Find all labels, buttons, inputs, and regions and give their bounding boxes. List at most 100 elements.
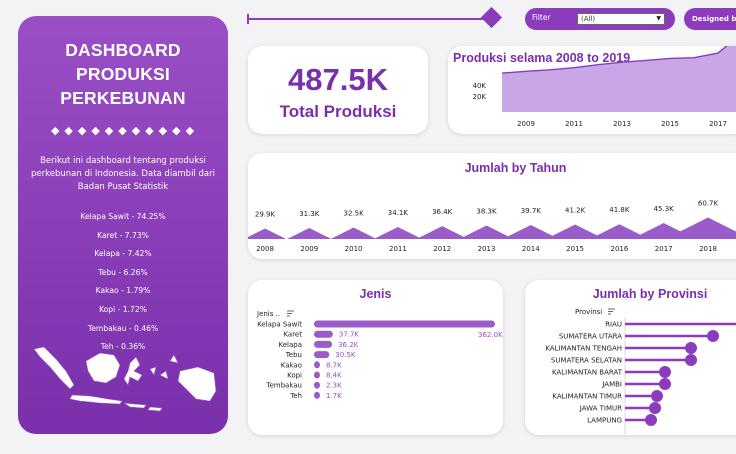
jenis-header: Jenis .. <box>256 310 280 318</box>
provinsi-label: JAWA TIMUR <box>579 405 622 413</box>
trend-x-tick: 2017 <box>709 120 727 128</box>
sidebar-description: Berikut ini dashboard tentang produksi p… <box>31 156 215 192</box>
jenis-category-label: Karet <box>283 331 302 339</box>
share-item: Kopi - 1.72% <box>99 304 147 314</box>
share-item: Kakao - 1.79% <box>95 286 151 296</box>
trend-line <box>501 46 728 74</box>
diamond-divider: ◆◆◆◆◆◆◆◆◆◆◆ <box>50 124 200 137</box>
jenis-bar[interactable] <box>314 371 320 379</box>
year-triangle[interactable] <box>373 226 422 239</box>
provinsi-label: KALIMANTAN TENGAH <box>545 345 622 353</box>
jenis-value-label: 1.7K <box>326 392 342 400</box>
jenis-value-label: 2.3K <box>326 382 342 390</box>
jenis-category-label: Kelapa <box>278 341 302 349</box>
provinsi-dot[interactable] <box>645 414 657 426</box>
provinsi-label: KALIMANTAN TIMUR <box>552 393 622 401</box>
jenis-value-label: 36.2K <box>338 341 359 349</box>
provinsi-dot[interactable] <box>685 354 697 366</box>
kpi-value: 487.5K <box>288 62 388 97</box>
provinsi-title: Jumlah by Provinsi <box>592 287 708 301</box>
provinsi-dot[interactable] <box>649 402 661 414</box>
jenis-value-label: 8.4K <box>326 372 342 380</box>
year-triangle[interactable] <box>502 224 559 239</box>
provinsi-label: RIAU <box>605 321 622 329</box>
year-triangle[interactable] <box>330 227 377 239</box>
share-item: Tebu - 6.26% <box>98 267 148 277</box>
year-triangle[interactable] <box>416 226 468 239</box>
year-value-label: 41.8K <box>609 206 630 214</box>
jenis-category-label: Kakao <box>281 361 302 369</box>
year-tick-label: 2011 <box>389 245 407 253</box>
sidebar-panel: DASHBOARD PRODUKSI PERKEBUNAN ◆◆◆◆◆◆◆◆◆◆… <box>18 16 228 434</box>
year-triangle[interactable] <box>287 227 332 239</box>
provinsi-label: JAMBI <box>601 381 622 389</box>
indonesia-map-icon <box>33 346 217 412</box>
provinsi-dot[interactable] <box>707 330 719 342</box>
jenis-bar[interactable] <box>314 391 320 399</box>
kpi-card: 487.5K Total Produksi <box>248 46 428 134</box>
trend-area <box>502 46 736 112</box>
year-tick-label: 2008 <box>256 245 274 253</box>
filter-dropdown[interactable]: (All) ▼ <box>577 13 665 25</box>
year-triangle[interactable] <box>589 224 649 239</box>
year-triangle[interactable] <box>545 224 605 239</box>
filter-selected-value: (All) <box>581 15 596 23</box>
year-value-label: 41.2K <box>565 206 586 214</box>
year-value-label: 32.5K <box>344 210 365 218</box>
year-tick-label: 2014 <box>522 245 540 253</box>
year-value-label: 31.3K <box>299 210 320 218</box>
year-value-label: 39.7K <box>521 207 542 215</box>
jenis-chart: Jenis .. Kelapa Sawit 362.0K Karet 37.7K Kel… <box>256 310 503 400</box>
trend-x-tick: 2009 <box>517 120 535 128</box>
trend-x-tick: 2013 <box>613 120 631 128</box>
provinsi-dot[interactable] <box>659 366 671 378</box>
year-tick-label: 2018 <box>699 245 717 253</box>
year-triangle[interactable] <box>248 228 287 239</box>
yearly-title: Jumlah by Tahun <box>464 161 567 175</box>
sidebar-title-line2: PERKEBUNAN <box>60 88 186 108</box>
share-item: Teh - 0.36% <box>100 342 146 352</box>
jenis-bar[interactable] <box>314 330 333 338</box>
sort-icon[interactable] <box>287 310 294 317</box>
year-value-label: 60.7K <box>698 200 719 208</box>
jenis-category-label: Tembakau <box>265 382 302 390</box>
year-triangle[interactable] <box>665 217 736 239</box>
provinsi-label: SUMATERA SELATAN <box>551 357 622 365</box>
jenis-category-label: Tebu <box>285 351 302 359</box>
year-tick-label: 2017 <box>655 245 673 253</box>
year-triangle[interactable] <box>459 225 514 239</box>
jenis-bar[interactable] <box>314 351 330 359</box>
provinsi-dot[interactable] <box>659 378 671 390</box>
jenis-bar[interactable] <box>314 340 333 348</box>
share-item: Karet - 7.73% <box>97 230 149 240</box>
share-item: Kelapa - 7.42% <box>94 249 152 259</box>
provinsi-dot[interactable] <box>685 342 697 354</box>
jenis-value-label: 30.5K <box>335 351 356 359</box>
jenis-value-label: 8.7K <box>326 361 342 369</box>
jenis-category-label: Kopi <box>287 372 302 380</box>
year-tick-label: 2016 <box>610 245 628 253</box>
year-value-label: 38.3K <box>476 207 497 215</box>
provinsi-chart: Provinsi RIAU SUMATERA UTARA KALIMANTAN TE… <box>545 308 736 435</box>
trend-chart: 40K 20K 2009 2011 2013 2015 2017 <box>473 46 736 128</box>
jenis-bar[interactable] <box>314 381 320 389</box>
jenis-bar[interactable] <box>314 320 495 328</box>
year-value-label: 45.3K <box>654 205 675 213</box>
designed-by-button[interactable]: Designed by <box>684 8 736 30</box>
sidebar-title-line1: DASHBOARD PRODUKSI <box>65 40 181 84</box>
trend-title: Produksi selama 2008 to 2019 <box>453 51 631 65</box>
sidebar-title: DASHBOARD PRODUKSI PERKEBUNAN <box>18 38 228 110</box>
filter-label: Filter <box>532 13 551 22</box>
yearly-chart: 29.9K 2008 31.3K 2009 32.5K 2010 34.1K 2011 36.4… <box>248 200 736 253</box>
year-tick-label: 2015 <box>566 245 584 253</box>
sort-icon[interactable] <box>608 308 615 315</box>
jenis-value-label: 37.7K <box>339 331 360 339</box>
dropdown-arrow-icon: ▼ <box>656 15 661 22</box>
trend-y-tick: 40K <box>473 82 487 90</box>
provinsi-header: Provinsi <box>575 308 602 316</box>
jenis-bar[interactable] <box>314 361 320 369</box>
jenis-card: Jenis Jenis .. Kelapa Sawit 362.0K Karet 37… <box>248 280 503 435</box>
provinsi-dot[interactable] <box>651 390 663 402</box>
year-tick-label: 2009 <box>300 245 318 253</box>
share-list: Kelapa Sawit - 74.25% Karet - 7.73% Kela… <box>18 208 228 357</box>
